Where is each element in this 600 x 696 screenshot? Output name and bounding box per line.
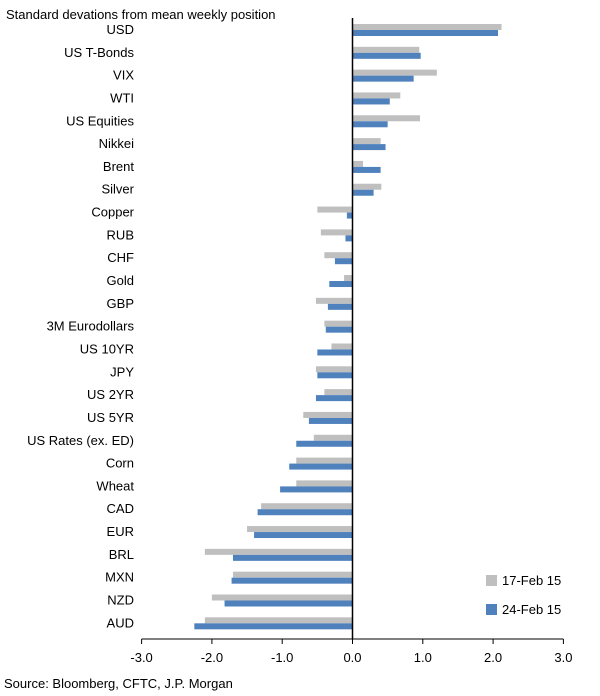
category-label: US 2YR <box>87 387 134 402</box>
bar-24-feb <box>329 281 353 288</box>
bar-24-feb <box>345 235 353 242</box>
category-labels: USD US T-Bonds VIX WTI US Equities Nikkei Bren… <box>27 22 135 630</box>
category-label: US T-Bonds <box>64 45 134 60</box>
bar-17-feb <box>204 548 353 555</box>
legend-label: 24-Feb 15 <box>502 602 561 617</box>
bar-17-feb <box>352 24 502 30</box>
category-label: USD <box>107 22 134 37</box>
category-label: Copper <box>91 205 134 220</box>
category-label: US Equities <box>66 113 134 128</box>
category-label: JPY <box>110 364 134 379</box>
bar-24-feb <box>325 326 353 333</box>
x-tick-label: -2.0 <box>201 650 223 665</box>
bar-17-feb <box>320 229 353 236</box>
bar-24-feb <box>280 486 353 493</box>
bar-24-feb <box>352 75 414 82</box>
category-label: CHF <box>107 250 134 265</box>
category-label: Nikkei <box>99 136 135 151</box>
category-label: 3M Eurodollars <box>47 319 135 334</box>
bar-17-feb <box>352 183 382 190</box>
category-label: Wheat <box>96 478 134 493</box>
x-tick-label: 0.0 <box>343 650 361 665</box>
bar-17-feb <box>317 206 353 213</box>
bar-24-feb <box>308 417 353 424</box>
x-tick-label: 2.0 <box>484 650 502 665</box>
bar-24-feb <box>296 440 353 447</box>
bar-24-feb <box>254 532 353 539</box>
category-label: US Rates (ex. ED) <box>27 433 134 448</box>
bar-24-feb <box>257 509 353 516</box>
bar-24-feb <box>352 98 390 105</box>
bars <box>194 24 502 630</box>
source-note: Source: Bloomberg, CFTC, J.P. Morgan <box>4 676 233 691</box>
x-tick-label: -1.0 <box>271 650 293 665</box>
legend: 17-Feb 15 24-Feb 15 <box>486 573 561 617</box>
category-label: WTI <box>110 90 134 105</box>
category-label: MXN <box>105 570 134 585</box>
category-label: Gold <box>107 273 134 288</box>
bar-17-feb <box>331 343 353 350</box>
category-label: US 10YR <box>80 341 134 356</box>
bar-17-feb <box>313 434 353 441</box>
category-label: CAD <box>107 501 134 516</box>
x-tick-label: 1.0 <box>414 650 432 665</box>
category-label: Brent <box>103 159 134 174</box>
axes: -3.0 -2.0 -1.0 0.0 1.0 2.0 3.0 <box>130 18 572 665</box>
bar-17-feb <box>261 503 353 510</box>
bar-24-feb <box>334 258 353 265</box>
bar-17-feb <box>315 297 353 304</box>
x-tick-label: -3.0 <box>130 650 152 665</box>
bar-17-feb <box>324 252 353 259</box>
category-label: EUR <box>107 524 134 539</box>
bar-24-feb <box>352 121 388 128</box>
bar-24-feb <box>231 577 353 584</box>
bar-24-feb <box>224 600 353 607</box>
bar-24-feb <box>352 30 499 36</box>
category-label: AUD <box>107 615 134 630</box>
bar-24-feb <box>315 395 353 402</box>
bar-24-feb <box>327 303 353 310</box>
bar-17-feb <box>352 115 420 122</box>
bar-17-feb <box>344 275 353 282</box>
category-label: US 5YR <box>87 410 134 425</box>
bar-17-feb <box>352 69 437 76</box>
bar-24-feb <box>317 349 353 356</box>
legend-swatch-17-feb <box>486 575 497 586</box>
legend-label: 17-Feb 15 <box>502 573 561 588</box>
legend-swatch-24-feb <box>486 604 497 615</box>
bar-17-feb <box>247 526 353 533</box>
bar-24-feb <box>346 212 353 219</box>
category-label: Corn <box>106 456 134 471</box>
bar-24-feb <box>232 554 353 561</box>
x-tick-label: 3.0 <box>554 650 572 665</box>
bar-24-feb <box>352 52 421 59</box>
bar-24-feb <box>194 623 353 630</box>
bar-17-feb <box>324 320 353 327</box>
bar-17-feb <box>296 480 353 487</box>
bar-17-feb <box>211 594 353 601</box>
category-label: BRL <box>109 547 134 562</box>
bar-17-feb <box>352 46 420 53</box>
bar-17-feb <box>204 617 353 624</box>
category-label: VIX <box>113 68 134 83</box>
bar-17-feb <box>232 571 353 578</box>
bar-17-feb <box>352 92 401 99</box>
bar-17-feb <box>352 160 364 167</box>
bar-17-feb <box>303 411 353 418</box>
bar-24-feb <box>317 372 353 379</box>
bar-17-feb <box>315 366 353 373</box>
category-label: GBP <box>107 296 134 311</box>
bar-24-feb <box>289 463 353 470</box>
bar-17-feb <box>296 457 353 464</box>
category-label: NZD <box>107 593 134 608</box>
category-label: RUB <box>107 227 134 242</box>
bar-17-feb <box>352 138 381 145</box>
bar-24-feb <box>352 166 381 173</box>
bar-24-feb <box>352 189 374 196</box>
bar-17-feb <box>324 389 353 396</box>
chart-title: Standard devations from mean weekly posi… <box>6 7 276 22</box>
bar-24-feb <box>352 144 386 151</box>
category-label: Silver <box>101 182 134 197</box>
